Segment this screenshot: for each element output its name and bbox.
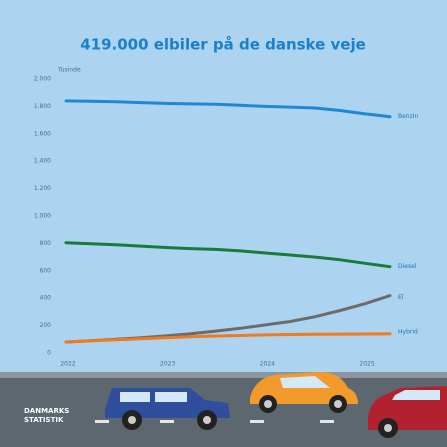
red-car (368, 386, 447, 438)
chart-title: 419.000 elbiler på de danske veje (80, 36, 366, 54)
blue-car (105, 388, 230, 430)
y-tick-label: 1.400 (34, 158, 51, 165)
logo-text: DANMARKS (24, 407, 69, 415)
series-label: Diesel (398, 263, 417, 270)
y-tick-label: 2.000 (34, 76, 51, 83)
series-line (64, 99, 392, 119)
lane-marks (95, 420, 334, 423)
plot: 0 200 400 600 800 1.000 1.200 1.400 1.600 1.800 2.… (34, 76, 419, 368)
series-label: Hybrid (398, 328, 418, 335)
curb (0, 372, 447, 378)
x-tick-label: 2022 (60, 361, 75, 368)
orange-car (250, 372, 358, 413)
x-tick-label: 2024 (260, 361, 275, 368)
series-line (64, 332, 392, 344)
y-tick-label: 1.600 (34, 130, 51, 137)
series-label: El (398, 294, 404, 301)
y-tick-label: 1.800 (34, 103, 51, 110)
logo-text: STATISTIK (24, 416, 64, 424)
y-tick-label: 0 (47, 350, 51, 357)
series-line (64, 241, 392, 269)
y-tick-label: 600 (40, 267, 52, 274)
y-unit: Tusinde (57, 67, 81, 74)
y-tick-label: 1.200 (34, 185, 51, 192)
x-tick-label: 2023 (160, 361, 175, 368)
y-tick-label: 400 (40, 295, 52, 302)
y-tick-label: 1.000 (34, 213, 51, 220)
series-label: Benzin (398, 113, 418, 120)
x-tick-label: 2025 (359, 361, 374, 368)
y-tick-label: 800 (40, 240, 52, 247)
road-scene: DANMARKS STATISTIK (0, 372, 447, 447)
y-tick-label: 200 (40, 322, 52, 329)
